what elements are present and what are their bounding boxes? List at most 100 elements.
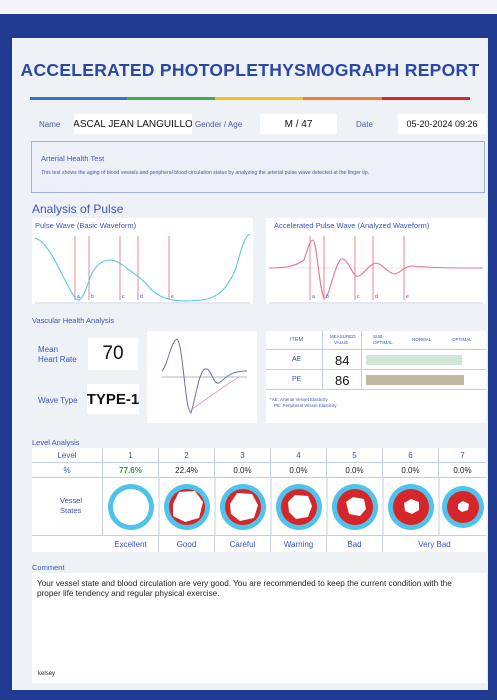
marker-label-c: c bbox=[357, 294, 360, 300]
elasticity-header: ITEM MEASURED VALUE SUB- OPTIMAL NORMAL … bbox=[266, 331, 486, 350]
state-warning: Warning bbox=[271, 536, 327, 552]
state-bad: Bad bbox=[327, 536, 383, 552]
header-measured-1: MEASURED bbox=[330, 334, 356, 339]
column-divider bbox=[322, 331, 323, 390]
comment-box: Your vessel state and blood circulation … bbox=[32, 573, 486, 683]
level-5: 5 bbox=[327, 448, 383, 463]
vessel-state-1 bbox=[108, 484, 154, 530]
row-pe-value: 86 bbox=[335, 373, 350, 388]
gender-age-field: M / 47 bbox=[260, 114, 337, 134]
percent-level-4: 0.0% bbox=[271, 463, 327, 478]
vessel-states-graphics bbox=[103, 478, 486, 536]
vessel-state-2 bbox=[164, 484, 210, 530]
marker-label-d: d bbox=[375, 294, 378, 300]
name-value: ASCAL JEAN LANGUILLO bbox=[74, 118, 192, 130]
browser-top-strip bbox=[0, 0, 497, 14]
header-sub-2: OPTIMAL bbox=[373, 340, 393, 345]
report-sheet: ACCELERATED PHOTOPLETHYSMOGRAPH REPORT N… bbox=[12, 38, 488, 690]
percent-label: % bbox=[32, 463, 103, 478]
basic-waveform-chart: a b c d e bbox=[34, 233, 251, 304]
marker-label-b: b bbox=[91, 294, 94, 300]
vessel-state-4 bbox=[276, 484, 322, 530]
state-very-bad: Very Bad bbox=[418, 539, 451, 549]
basic-waveform-panel: Pulse Wave (Basic Waveform) a b c d e bbox=[32, 218, 253, 304]
level-6: 6 bbox=[383, 448, 439, 463]
vessel-state-3 bbox=[220, 484, 266, 530]
arterial-health-title: Arterial Health Test bbox=[41, 154, 105, 163]
report-title: ACCELERATED PHOTOPLETHYSMOGRAPH REPORT bbox=[20, 60, 480, 80]
percent-level-3: 0.0% bbox=[215, 463, 271, 478]
vascular-section-title: Vascular Health Analysis bbox=[32, 316, 114, 325]
level-1: 1 bbox=[103, 448, 159, 463]
elasticity-table: ITEM MEASURED VALUE SUB- OPTIMAL NORMAL … bbox=[266, 331, 486, 423]
percent-level-5: 0.0% bbox=[327, 463, 383, 478]
name-field: ASCAL JEAN LANGUILLO bbox=[74, 114, 192, 134]
level-3: 3 bbox=[215, 448, 271, 463]
signature: kelsey bbox=[38, 671, 56, 677]
heart-rate-field: 70 bbox=[88, 338, 138, 370]
level-table: Level 1 2 3 4 5 6 7 % 77.6% 22.4% 0.0% 0… bbox=[32, 448, 486, 552]
percent-level-1: 77.6% bbox=[103, 463, 159, 478]
percent-level-2: 22.4% bbox=[159, 463, 215, 478]
accelerated-waveform-chart: a b c d e bbox=[268, 236, 484, 304]
level-4: 4 bbox=[271, 448, 327, 463]
wave-type-chart bbox=[161, 338, 248, 414]
wave-type-value: TYPE-1 bbox=[87, 390, 139, 408]
comment-text: Your vessel state and blood circulation … bbox=[37, 579, 452, 598]
pulse-section-title: Analysis of Pulse bbox=[32, 202, 124, 216]
name-label: Name bbox=[39, 120, 61, 129]
marker-label-c: c bbox=[122, 294, 125, 300]
percent-level-6: 0.0% bbox=[383, 463, 439, 478]
elasticity-row-ae: AE 84 bbox=[266, 350, 486, 370]
basic-waveform-title: Pulse Wave (Basic Waveform) bbox=[35, 221, 137, 230]
level-section-title: Level Analysis bbox=[32, 438, 80, 447]
row-ae-item: AE bbox=[292, 356, 302, 363]
marker-label-e: e bbox=[406, 294, 409, 300]
header-measured-2: VALUE bbox=[334, 340, 349, 345]
row-pe-bar bbox=[366, 375, 464, 385]
title-divider bbox=[30, 97, 470, 100]
vessel-states-label-cell: Vessel States bbox=[32, 478, 103, 536]
date-value: 05-20-2024 09:26 bbox=[406, 119, 478, 129]
elasticity-row-pe: PE 86 bbox=[266, 370, 486, 390]
accelerated-waveform-panel: Accelerated Pulse Wave (Analyzed Wavefor… bbox=[266, 218, 486, 304]
pulse-wave-curve bbox=[34, 233, 251, 302]
footnote-pe: PE: Peripheral Vessel Elasticity bbox=[274, 403, 337, 408]
vessel-states-label-1: Vessel bbox=[60, 496, 83, 505]
level-2: 2 bbox=[159, 448, 215, 463]
level-label: Level bbox=[32, 448, 103, 463]
footnote-ae: *AE: Arterial Vessel Elasticity bbox=[270, 397, 328, 402]
accelerated-waveform-title: Accelerated Pulse Wave (Analyzed Wavefor… bbox=[274, 221, 430, 230]
gender-age-label: Gender / Age bbox=[195, 120, 243, 129]
marker-label-e: e bbox=[171, 294, 174, 300]
gender-age-value: M / 47 bbox=[284, 118, 313, 130]
marker-label-a: a bbox=[312, 294, 315, 300]
arterial-health-description: This test shows the aging of blood vesse… bbox=[41, 170, 370, 176]
vessel-state-7 bbox=[442, 486, 484, 528]
wave-type-field: TYPE-1 bbox=[87, 384, 139, 414]
heart-rate-value: 70 bbox=[102, 343, 124, 364]
accelerated-wave-curve bbox=[268, 239, 484, 299]
header-sub-1: SUB- bbox=[373, 334, 384, 339]
arterial-health-box: Arterial Health Test This test shows the… bbox=[31, 141, 485, 193]
percent-level-7: 0.0% bbox=[439, 463, 486, 478]
date-field: 05-20-2024 09:26 bbox=[398, 114, 486, 134]
wave-type-trend bbox=[188, 376, 240, 412]
vessel-states-label-2: States bbox=[60, 506, 82, 515]
heart-rate-label-2: Heart Rate bbox=[38, 355, 77, 364]
date-label: Date bbox=[356, 120, 373, 129]
row-ae-bar bbox=[366, 355, 462, 365]
column-divider bbox=[361, 331, 362, 390]
header-optimal: OPTIMAL bbox=[452, 337, 472, 342]
header-normal: NORMAL bbox=[412, 337, 432, 342]
row-ae-value: 84 bbox=[335, 353, 350, 368]
wave-type-curve bbox=[161, 338, 248, 414]
wave-type-chart-panel bbox=[147, 331, 257, 423]
row-pe-item: PE bbox=[292, 376, 302, 383]
vessel-state-6 bbox=[388, 484, 434, 530]
state-excellent: Excellent bbox=[103, 536, 159, 552]
level-7: 7 bbox=[439, 448, 486, 463]
header-item: ITEM bbox=[290, 337, 304, 343]
heart-rate-label-1: Mean bbox=[38, 345, 59, 354]
state-careful: Careful bbox=[215, 536, 271, 552]
